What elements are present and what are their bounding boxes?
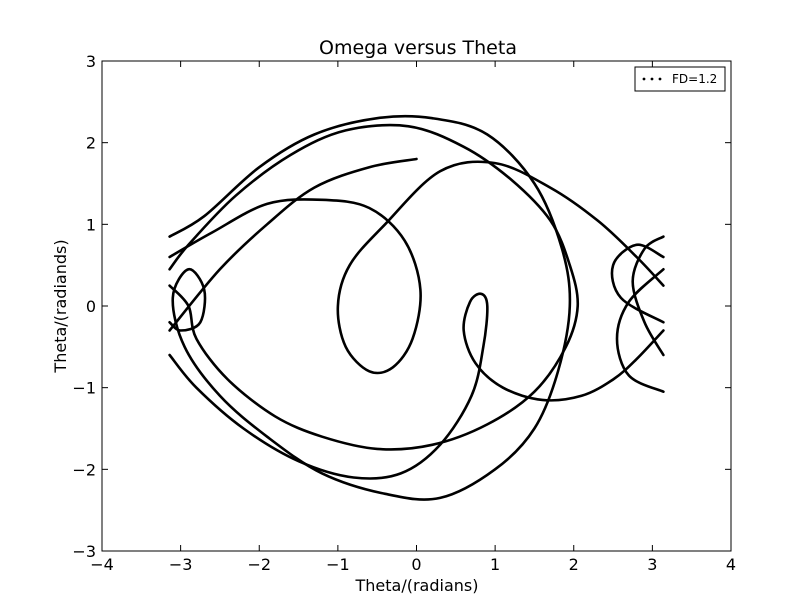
y-tick-label: 1: [86, 215, 96, 234]
legend-marker: [650, 77, 654, 81]
series-trajectory: [615, 268, 665, 393]
x-tick-label: −2: [247, 555, 271, 574]
legend: FD=1.2: [634, 66, 726, 92]
x-axis: −4 −3 −2 −1 0 1 2 3 4: [90, 61, 736, 574]
series-trajectory: [168, 292, 665, 480]
series-trajectory: [610, 243, 665, 324]
series-trajectory: [631, 235, 665, 357]
x-tick-label: −1: [326, 555, 350, 574]
x-tick-label: 0: [411, 555, 421, 574]
x-tick-label: 4: [726, 555, 736, 574]
y-tick-label: −1: [72, 379, 96, 398]
x-tick-label: 3: [647, 555, 657, 574]
legend-label: FD=1.2: [672, 72, 717, 86]
legend-marker: [642, 77, 646, 81]
chart-title: Omega versus Theta: [319, 37, 517, 59]
y-axis: −3 −2 −1 0 1 2 3: [72, 52, 731, 561]
y-axis-label: Theta/(radiands): [51, 239, 70, 373]
x-tick-label: −4: [90, 555, 114, 574]
legend-box: [634, 66, 726, 92]
y-tick-label: 2: [86, 134, 96, 153]
series-trajectory: [168, 114, 572, 501]
x-tick-label: 1: [490, 555, 500, 574]
series-trajectory: [168, 123, 580, 451]
y-tick-label: −2: [72, 460, 96, 479]
x-tick-label: −3: [169, 555, 193, 574]
y-tick-label: 3: [86, 52, 96, 71]
x-tick-label: 2: [569, 555, 579, 574]
x-axis-label: Theta/(radians): [355, 576, 479, 595]
legend-marker: [658, 77, 662, 81]
series-trajectory: [168, 157, 418, 332]
y-tick-label: −3: [72, 542, 96, 561]
plot-frame: [101, 60, 732, 552]
plot-area: [168, 114, 665, 501]
y-tick-label: 0: [86, 297, 96, 316]
series-trajectory: [168, 160, 665, 375]
